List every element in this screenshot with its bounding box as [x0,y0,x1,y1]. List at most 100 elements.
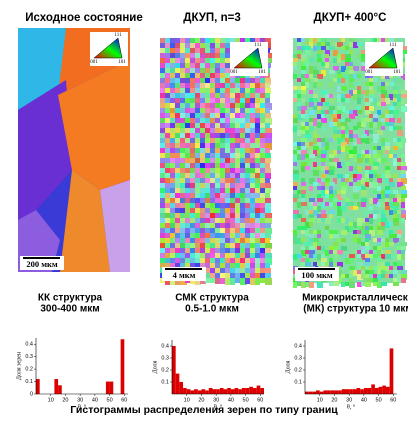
grain [333,122,337,126]
bar [357,388,361,394]
caption: 0.5-1.0 мкм [185,304,239,315]
grain [260,263,265,268]
y-tick-label: 0.2 [25,367,33,373]
panel-title: Исходное состояние [25,12,143,24]
grain [190,213,195,218]
grain [309,206,313,210]
grain [329,138,333,142]
grain [175,188,180,193]
grain [333,230,338,234]
grain [180,48,185,53]
grain [345,134,349,138]
grain [205,73,210,78]
grain [317,262,321,266]
grain [385,122,389,126]
grain [341,78,345,83]
grain [160,153,165,158]
grain [389,274,393,278]
grain [305,250,309,254]
bar [172,346,176,394]
grain [309,214,314,218]
grain [373,166,378,170]
grain [265,108,270,113]
bar [331,390,335,394]
grain [240,248,245,253]
grain [329,98,335,103]
caption: (МК) структура 10 мкм [303,304,408,315]
grain [260,123,265,128]
x-tick-label: 60 [257,397,263,403]
grain [160,238,165,243]
bar [201,389,205,394]
bar [242,388,246,394]
grain [301,202,307,206]
grain [365,254,369,258]
grain [357,74,361,78]
grain [225,148,230,153]
grain [313,118,317,122]
grain [377,230,383,235]
bar [246,388,250,394]
grain [297,214,302,218]
grain [377,202,381,207]
grain [373,138,378,143]
grain [293,254,297,260]
grain [369,206,373,210]
x-tick-label: 20 [62,397,68,403]
y-tick-label: 0 [30,391,33,397]
grain [353,250,357,254]
caption: Микрокристаллически [302,293,408,304]
grain [393,158,397,162]
y-tick-label: 0.2 [161,367,169,373]
grain [365,102,370,106]
bar [371,384,375,394]
grain [160,128,165,133]
grain [373,78,377,82]
bar [36,379,40,394]
grain [225,183,230,188]
grain [160,78,165,83]
grain [369,270,374,274]
grain [329,170,334,175]
grain [325,62,329,68]
grain [389,82,394,86]
grain [353,82,359,86]
grain [381,270,385,274]
bar [368,388,372,394]
grain [195,253,200,258]
x-tick-label: 10 [317,397,323,403]
grain [365,150,369,154]
grain [357,110,362,114]
grain [385,150,389,154]
grain [373,214,377,219]
grain [175,103,180,108]
grain [260,148,265,153]
grain [337,174,343,178]
ipf-label: 101 [258,70,266,75]
grain [393,102,397,106]
grain [325,202,329,206]
grain [317,194,321,198]
bar [106,382,110,394]
grain [293,66,297,70]
grain [317,154,321,158]
grain [401,254,405,260]
grain [365,166,371,170]
x-tick-label: 60 [121,397,127,403]
ipf-label: 001 [230,70,238,75]
grain [240,163,245,168]
grain [325,218,331,224]
footer: Гистограммы распределения зерен по типу … [70,404,338,416]
grain [349,282,355,288]
grain [210,63,215,68]
grain [401,194,407,198]
grain [309,146,313,150]
ipf-label: 101 [118,60,126,65]
grain [329,94,333,98]
grain [220,198,225,203]
grain [309,282,314,288]
grain [313,170,319,176]
grain [345,98,350,103]
grain [397,242,401,246]
ipf-label: 111 [114,33,122,38]
